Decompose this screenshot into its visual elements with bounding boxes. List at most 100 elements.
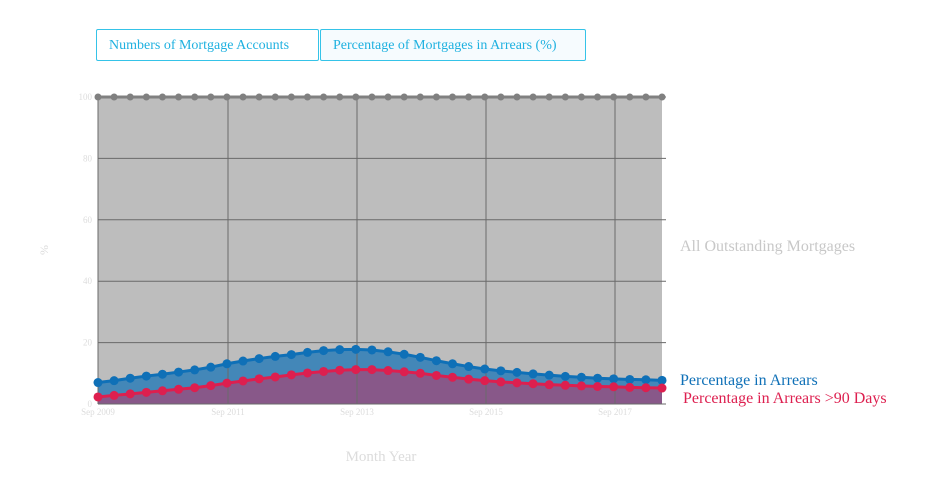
data-point[interactable] (254, 374, 264, 384)
data-point[interactable] (577, 93, 585, 101)
data-point[interactable] (352, 93, 360, 101)
data-point[interactable] (190, 383, 200, 393)
data-point[interactable] (383, 347, 393, 357)
data-point[interactable] (222, 359, 232, 369)
data-point[interactable] (658, 93, 666, 101)
data-point[interactable] (239, 93, 247, 101)
data-point[interactable] (270, 372, 280, 382)
data-point[interactable] (351, 344, 361, 354)
data-point[interactable] (367, 365, 377, 375)
data-point[interactable] (238, 376, 248, 386)
data-point[interactable] (609, 382, 619, 392)
data-point[interactable] (368, 93, 376, 101)
data-point[interactable] (465, 93, 473, 101)
data-point[interactable] (480, 364, 490, 374)
data-point[interactable] (206, 381, 216, 391)
data-point[interactable] (480, 376, 490, 386)
data-point[interactable] (109, 390, 119, 400)
data-point[interactable] (125, 389, 135, 399)
data-point[interactable] (320, 93, 328, 101)
data-point[interactable] (513, 93, 521, 101)
data-point[interactable] (191, 93, 199, 101)
data-point[interactable] (126, 93, 134, 101)
data-point[interactable] (238, 356, 248, 366)
data-point[interactable] (512, 367, 522, 377)
data-point[interactable] (93, 378, 103, 388)
data-point[interactable] (174, 384, 184, 394)
data-point[interactable] (576, 381, 586, 391)
data-point[interactable] (110, 93, 118, 101)
data-point[interactable] (109, 376, 119, 386)
data-point[interactable] (544, 380, 554, 390)
tab-percentage-in-arrears[interactable]: Percentage of Mortgages in Arrears (%) (320, 29, 586, 61)
data-point[interactable] (416, 93, 424, 101)
data-point[interactable] (642, 93, 650, 101)
data-point[interactable] (432, 93, 440, 101)
data-point[interactable] (125, 373, 135, 383)
data-point[interactable] (415, 352, 425, 362)
data-point[interactable] (431, 356, 441, 366)
data-point[interactable] (286, 350, 296, 360)
data-point[interactable] (593, 373, 603, 383)
data-point[interactable] (496, 377, 506, 387)
data-point[interactable] (464, 374, 474, 384)
data-point[interactable] (576, 372, 586, 382)
data-point[interactable] (448, 372, 458, 382)
data-point[interactable] (497, 93, 505, 101)
data-point[interactable] (594, 93, 602, 101)
data-point[interactable] (448, 359, 458, 369)
data-point[interactable] (94, 93, 102, 101)
data-point[interactable] (544, 370, 554, 380)
data-point[interactable] (141, 371, 151, 381)
data-point[interactable] (254, 354, 264, 364)
data-point[interactable] (351, 365, 361, 375)
data-point[interactable] (367, 345, 377, 355)
data-point[interactable] (286, 370, 296, 380)
data-point[interactable] (271, 93, 279, 101)
data-point[interactable] (335, 365, 345, 375)
data-point[interactable] (206, 362, 216, 372)
data-point[interactable] (319, 346, 329, 356)
data-point[interactable] (141, 387, 151, 397)
data-point[interactable] (223, 93, 231, 101)
tab-numbers-of-mortgage-accounts[interactable]: Numbers of Mortgage Accounts (96, 29, 319, 61)
data-point[interactable] (561, 93, 569, 101)
data-point[interactable] (302, 368, 312, 378)
data-point[interactable] (481, 93, 489, 101)
data-point[interactable] (270, 351, 280, 361)
data-point[interactable] (399, 367, 409, 377)
data-point[interactable] (641, 375, 651, 385)
data-point[interactable] (593, 382, 603, 392)
data-point[interactable] (545, 93, 553, 101)
data-point[interactable] (625, 374, 635, 384)
data-point[interactable] (302, 347, 312, 357)
data-point[interactable] (93, 392, 103, 402)
data-point[interactable] (560, 371, 570, 381)
data-point[interactable] (335, 345, 345, 355)
data-point[interactable] (625, 382, 635, 392)
data-point[interactable] (142, 93, 150, 101)
data-point[interactable] (431, 370, 441, 380)
data-point[interactable] (303, 93, 311, 101)
data-point[interactable] (449, 93, 457, 101)
data-point[interactable] (383, 366, 393, 376)
data-point[interactable] (287, 93, 295, 101)
data-point[interactable] (609, 374, 619, 384)
data-point[interactable] (158, 93, 166, 101)
data-point[interactable] (336, 93, 344, 101)
data-point[interactable] (157, 386, 167, 396)
data-point[interactable] (415, 368, 425, 378)
data-point[interactable] (657, 375, 667, 385)
data-point[interactable] (255, 93, 263, 101)
data-point[interactable] (560, 380, 570, 390)
data-point[interactable] (496, 366, 506, 376)
data-point[interactable] (384, 93, 392, 101)
data-point[interactable] (657, 383, 667, 393)
data-point[interactable] (528, 379, 538, 389)
data-point[interactable] (175, 93, 183, 101)
data-point[interactable] (157, 369, 167, 379)
data-point[interactable] (222, 378, 232, 388)
data-point[interactable] (190, 365, 200, 375)
data-point[interactable] (399, 349, 409, 359)
data-point[interactable] (464, 362, 474, 372)
